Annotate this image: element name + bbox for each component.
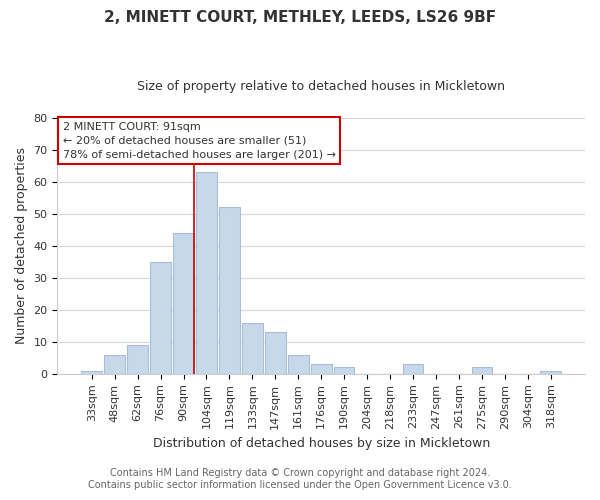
X-axis label: Distribution of detached houses by size in Mickletown: Distribution of detached houses by size … — [152, 437, 490, 450]
Text: 2, MINETT COURT, METHLEY, LEEDS, LS26 9BF: 2, MINETT COURT, METHLEY, LEEDS, LS26 9B… — [104, 10, 496, 25]
Bar — [541, 370, 561, 374]
Bar — [127, 345, 148, 374]
Title: Size of property relative to detached houses in Mickletown: Size of property relative to detached ho… — [137, 80, 505, 93]
Bar — [196, 172, 217, 374]
Bar — [219, 208, 240, 374]
Bar — [150, 262, 171, 374]
Bar — [104, 354, 125, 374]
Text: 2 MINETT COURT: 91sqm
← 20% of detached houses are smaller (51)
78% of semi-deta: 2 MINETT COURT: 91sqm ← 20% of detached … — [62, 122, 335, 160]
Bar — [403, 364, 424, 374]
Bar — [173, 233, 194, 374]
Bar — [82, 370, 102, 374]
Bar — [472, 368, 492, 374]
Bar — [311, 364, 332, 374]
Y-axis label: Number of detached properties: Number of detached properties — [15, 148, 28, 344]
Bar — [242, 322, 263, 374]
Text: Contains HM Land Registry data © Crown copyright and database right 2024.
Contai: Contains HM Land Registry data © Crown c… — [88, 468, 512, 490]
Bar — [265, 332, 286, 374]
Bar — [334, 368, 355, 374]
Bar — [288, 354, 308, 374]
